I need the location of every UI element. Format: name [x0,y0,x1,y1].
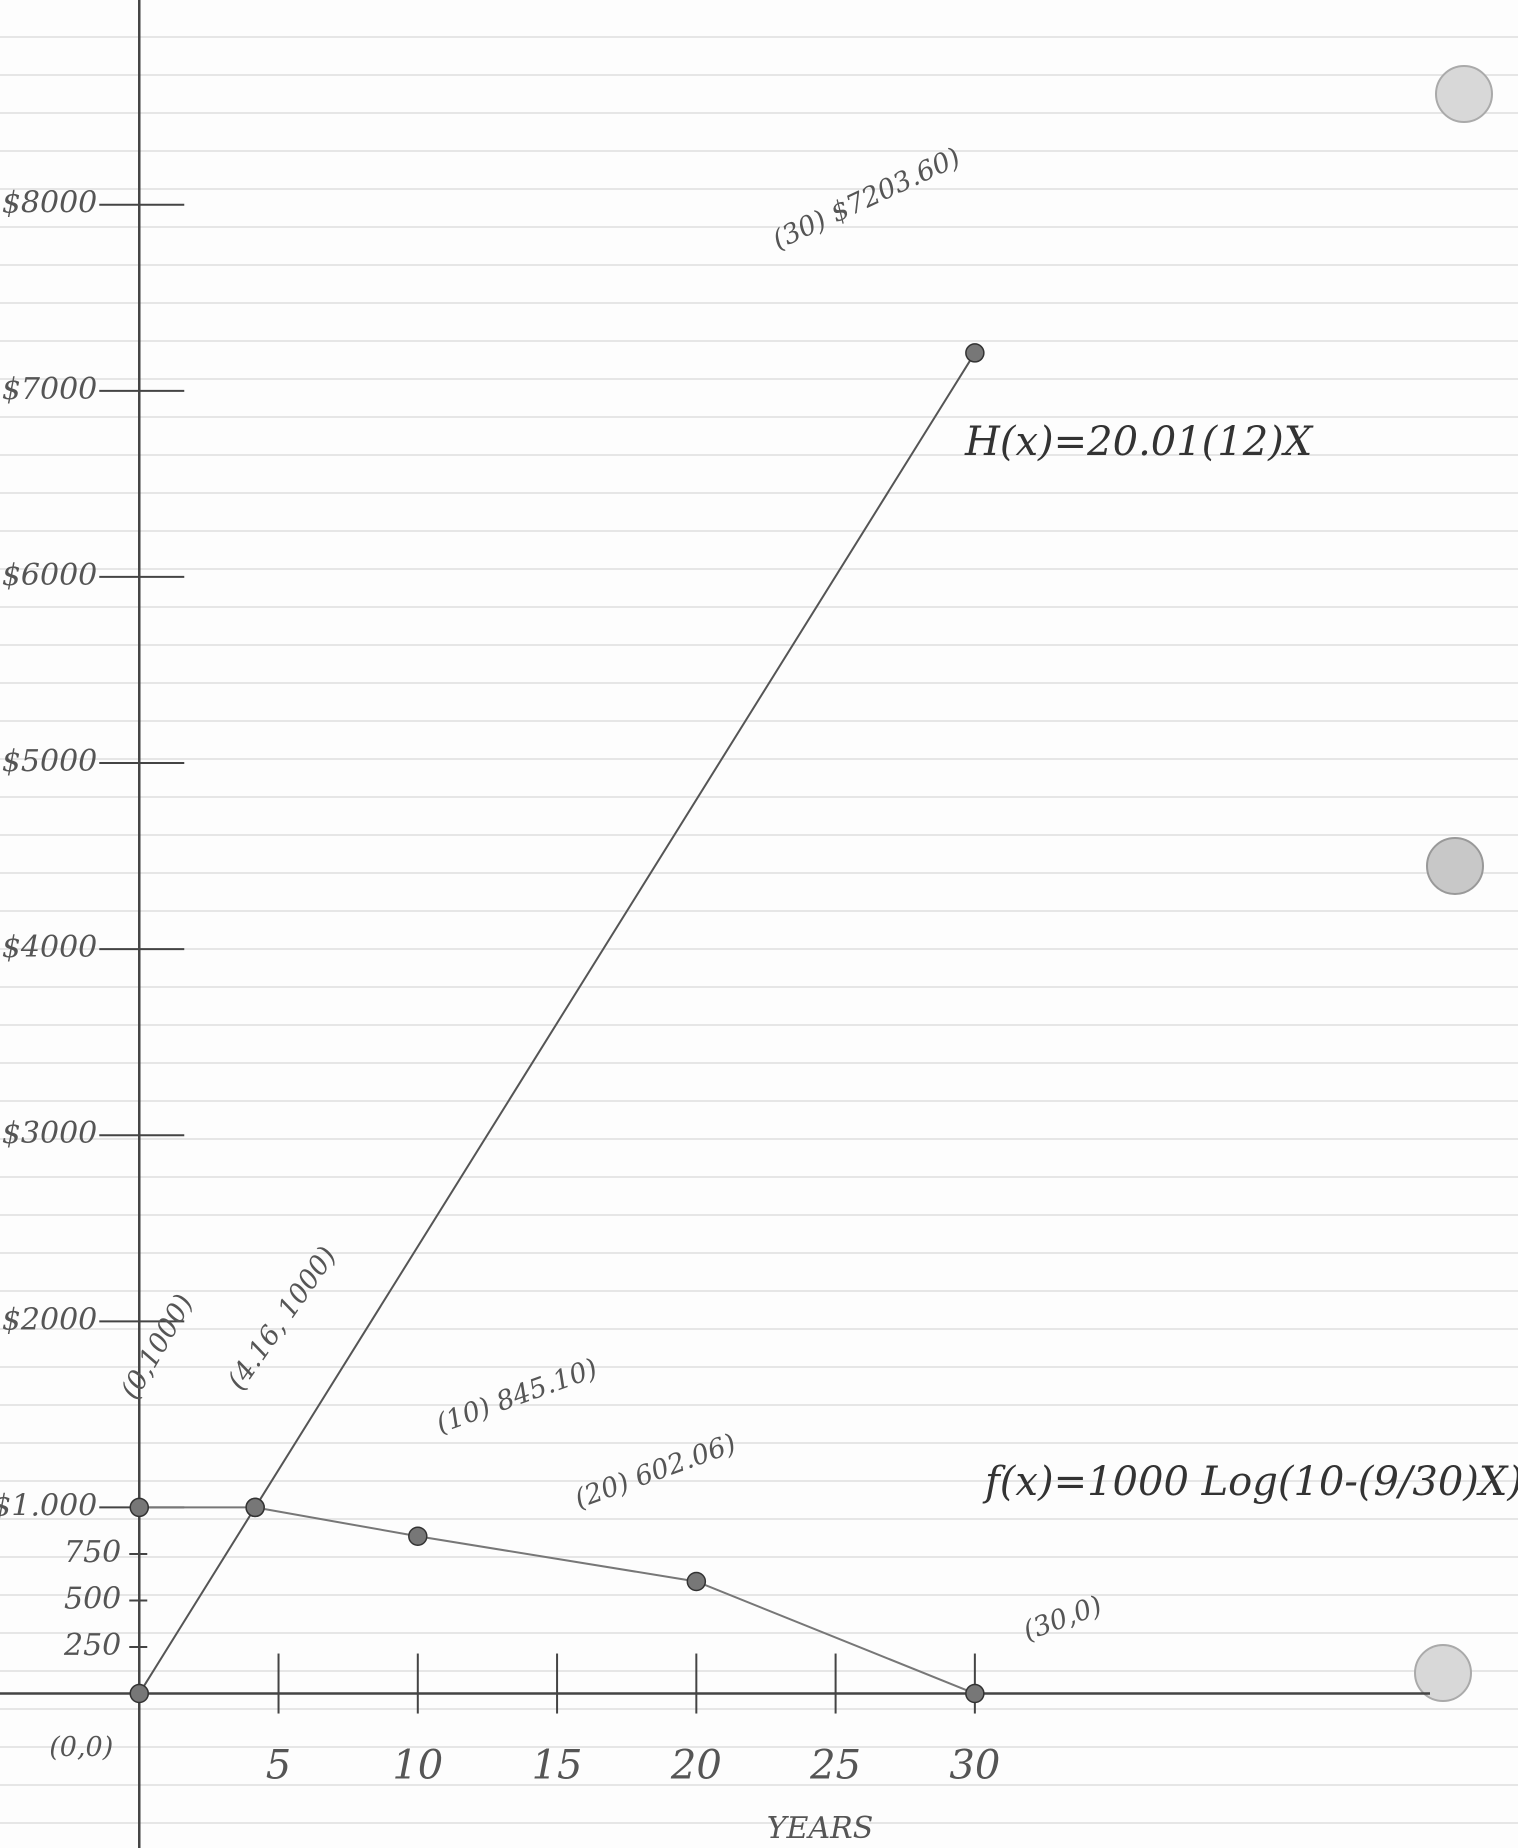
data-point [245,1497,265,1518]
series-line [138,352,976,1695]
point-label: (30,0) [1019,1590,1106,1647]
y-tick-label: $5000 [2,744,97,779]
data-point [129,1497,150,1518]
y-tick-label: $7000 [2,372,97,407]
point-label: (0,1000) [115,1289,200,1405]
y-tick-label: $3000 [2,1116,97,1151]
binder-hole [1426,837,1484,895]
y-tick-label: 250 [63,1628,121,1663]
point-label: (10) 845.10) [432,1353,601,1440]
point-label: (0,0) [49,1732,113,1763]
y-tick-label: $1.000 [0,1488,97,1523]
point-label: (20) 602.06) [571,1428,740,1515]
y-tick-label: $4000 [2,930,97,965]
x-tick-label: 15 [532,1743,583,1789]
y-tick-label: 500 [64,1581,121,1616]
y-tick-label: $8000 [2,186,97,221]
data-point [965,343,985,363]
point-label: (30) $7203.60) [768,142,965,256]
binder-hole [1435,65,1493,123]
point-label: (4.16, 1000) [222,1241,343,1396]
x-tick-label: 10 [392,1743,443,1789]
y-tick-label: 750 [64,1535,121,1570]
data-point [965,1683,985,1704]
x-tick-label: 20 [670,1743,722,1789]
y-tick-label: $2000 [2,1302,97,1337]
series-equation: f(x)=1000 Log(10-(9/30)X) [982,1459,1518,1505]
x-tick-label: 5 [266,1743,291,1789]
binder-hole [1414,1644,1472,1702]
data-point [408,1526,428,1547]
x-tick-label: 25 [809,1743,861,1789]
y-tick-label: $6000 [2,558,97,593]
series-equation: H(x)=20.01(12)X [964,419,1314,465]
x-axis-label: YEARS [767,1811,874,1846]
data-point [686,1571,707,1592]
data-point [129,1683,150,1704]
x-tick-label: 30 [949,1743,1000,1789]
